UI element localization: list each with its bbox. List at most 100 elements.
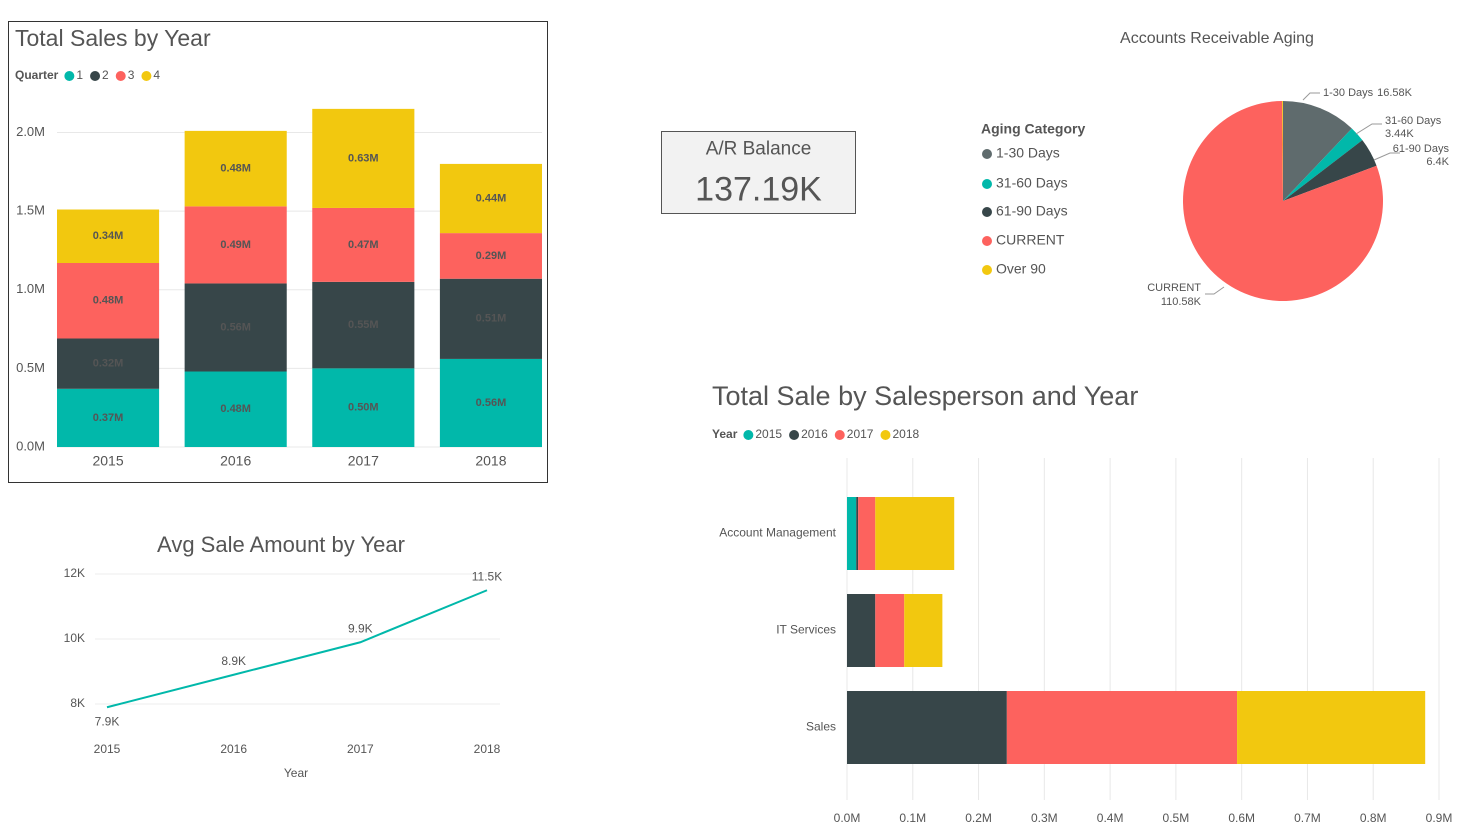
x-tick-label: 0.9M: [1426, 811, 1453, 825]
bar-segment: [439, 358, 542, 447]
bar-segment: [1006, 691, 1238, 764]
x-tick-label: 0.3M: [1031, 811, 1058, 825]
data-label: 0.48M: [220, 403, 251, 415]
data-label: 0.48M: [220, 163, 251, 175]
legend-marker: [982, 265, 992, 275]
bar-segment: [57, 262, 160, 339]
x-tick-label: 2016: [220, 453, 251, 469]
chart-title: Accounts Receivable Aging: [1120, 30, 1314, 47]
legend-label: 31-60 Days: [996, 175, 1068, 191]
legend-marker: [90, 71, 101, 81]
legend-label: 61-90 Days: [996, 203, 1068, 219]
bar-segment: [57, 209, 160, 263]
data-label-category: 61-90 Days: [1393, 143, 1450, 155]
chart-title: Avg Sale Amount by Year: [157, 532, 405, 557]
x-tick-label: 0.2M: [965, 811, 992, 825]
bar-segment: [439, 233, 542, 279]
y-tick-label: 0.0M: [16, 438, 45, 453]
legend-label: 2018: [892, 427, 919, 441]
legend-title: Quarter: [15, 68, 59, 82]
x-tick-label: 2018: [475, 453, 506, 469]
legend-title: Year: [712, 427, 738, 441]
leader-line: [1373, 152, 1400, 161]
data-label: 16.58K: [1377, 87, 1413, 99]
bar-segment: [184, 283, 287, 372]
data-label: 0.56M: [476, 397, 507, 409]
x-tick-label: 2017: [347, 742, 374, 756]
x-tick-label: 0.8M: [1360, 811, 1387, 825]
bar-segment: [184, 130, 287, 207]
pie-slice: [1283, 140, 1377, 201]
legend-marker: [982, 236, 992, 246]
data-label-category: 31-60 Days: [1385, 115, 1442, 127]
y-tick-label: 1.0M: [16, 281, 45, 296]
legend-label: 1: [76, 68, 83, 82]
y-tick-label: 12K: [64, 566, 85, 580]
data-label: 0.44M: [476, 192, 507, 204]
bar-segment: [312, 207, 415, 282]
x-tick-label: 0.1M: [899, 811, 926, 825]
chart-title: Total Sale by Salesperson and Year: [712, 381, 1138, 411]
legend-label: 4: [153, 68, 160, 82]
pie-slice: [1283, 101, 1352, 201]
y-tick-label: IT Services: [776, 623, 836, 637]
bar-segment: [439, 278, 542, 359]
pie-slice: [1283, 128, 1363, 201]
data-label: 9.9K: [348, 621, 373, 635]
data-label: 0.29M: [476, 250, 507, 262]
card-box: [661, 131, 856, 214]
legend-label: CURRENT: [996, 232, 1065, 248]
x-tick-label: 2015: [92, 453, 123, 469]
bar-segment: [57, 388, 160, 447]
data-label: 7.9K: [95, 714, 120, 728]
x-tick-label: 2016: [220, 742, 247, 756]
x-tick-label: 2017: [348, 453, 379, 469]
data-label: 0.63M: [348, 152, 379, 164]
card-title: A/R Balance: [706, 139, 812, 160]
legend-label: 2015: [755, 427, 782, 441]
data-label: 8.9K: [221, 654, 246, 668]
pie-slice: [1183, 101, 1383, 301]
x-tick-label: 2018: [474, 742, 501, 756]
y-tick-label: Account Management: [719, 526, 836, 540]
legend-marker: [982, 179, 992, 189]
data-label: 0.50M: [348, 402, 379, 414]
visual-border: [8, 21, 548, 483]
bar-segment: [904, 594, 943, 667]
legend-marker: [834, 430, 845, 440]
x-axis-title: Year: [284, 766, 308, 780]
x-tick-label: 0.0M: [834, 811, 861, 825]
legend-marker: [880, 430, 891, 440]
legend-marker: [789, 430, 800, 440]
bar-segment: [312, 281, 415, 369]
y-tick-label: Sales: [806, 720, 836, 734]
legend-label: 1-30 Days: [996, 145, 1060, 161]
card-value: 137.19K: [695, 170, 822, 208]
data-label-category: 1-30 Days: [1323, 87, 1374, 99]
data-label: 3.44K: [1385, 128, 1414, 140]
y-tick-label: 0.5M: [16, 360, 45, 375]
data-label: 0.55M: [348, 319, 379, 331]
chart-title: Total Sales by Year: [15, 25, 211, 51]
y-tick-label: 1.5M: [16, 203, 45, 218]
data-label: 0.32M: [93, 358, 124, 370]
y-tick-label: 10K: [64, 631, 85, 645]
bar-segment: [858, 497, 876, 570]
bar-segment: [312, 108, 415, 208]
bar-segment: [875, 497, 955, 570]
bar-segment: [184, 206, 287, 284]
data-label: 11.5K: [472, 569, 502, 583]
bar-segment: [1237, 691, 1426, 764]
legend-marker: [115, 71, 126, 81]
data-label: 0.48M: [93, 295, 124, 307]
data-label: 0.34M: [93, 230, 124, 242]
x-tick-label: 2015: [94, 742, 121, 756]
x-tick-label: 0.5M: [1163, 811, 1190, 825]
bar-segment: [184, 371, 287, 447]
bar-segment: [439, 163, 542, 234]
data-label: 110.58K: [1161, 296, 1202, 308]
line-series: [106, 589, 488, 709]
x-tick-label: 0.4M: [1097, 811, 1124, 825]
